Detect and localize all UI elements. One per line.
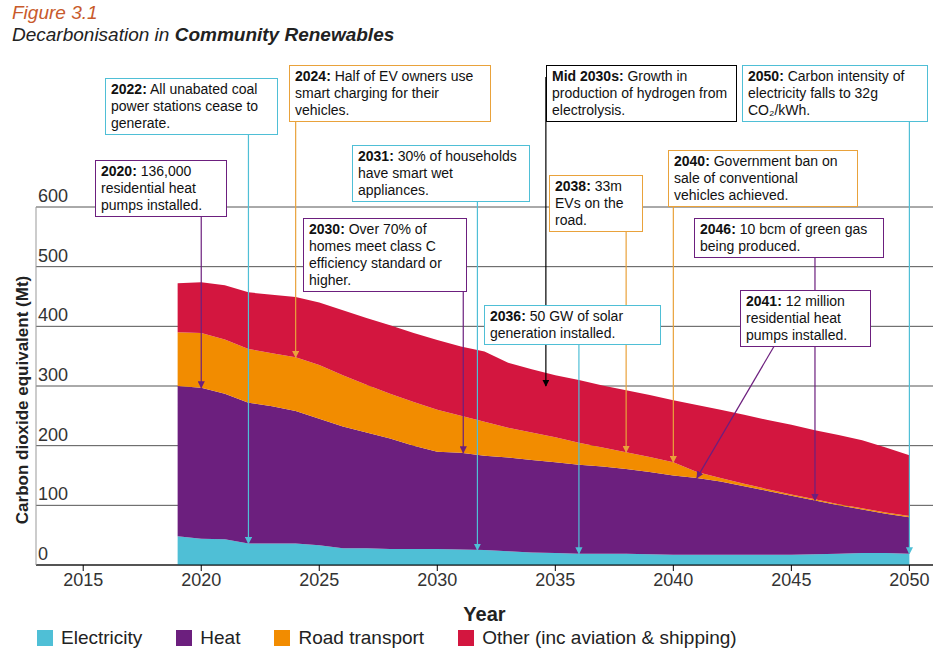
svg-text:100: 100 <box>38 484 68 504</box>
html-text:2036: 50 GW of solar generatio: 2036: 50 GW of solar generation installe… <box>490 308 624 341</box>
svg-text:2050: 2050 <box>889 570 929 590</box>
svg-text:Carbon dioxide equivalent (Mt): Carbon dioxide equivalent (Mt) <box>13 276 32 524</box>
html-text:Other (inc aviation & shipping: Other (inc aviation & shipping) <box>482 627 737 648</box>
html-text:Decarbonisation in Community R: Decarbonisation in Community Renewables <box>12 24 395 45</box>
svg-text:400: 400 <box>38 305 68 325</box>
html-text:Heat: Heat <box>200 627 241 648</box>
svg-text:2030: 2030 <box>417 570 457 590</box>
html-text:Figure 3.1: Figure 3.1 <box>12 2 98 23</box>
svg-text:200: 200 <box>38 425 68 445</box>
html-text:2030: Over 70% of homes meet c: 2030: Over 70% of homes meet class C eff… <box>309 221 442 288</box>
html-text:Mid 2030s: Growth in productio: Mid 2030s: Growth in production of hydro… <box>552 68 728 118</box>
html-text:2022: All unabated coal power: 2022: All unabated coal power stations c… <box>111 81 259 131</box>
html-text:2020: 136,000 residential heat: 2020: 136,000 residential heat pumps ins… <box>101 163 203 213</box>
html-text:2024: Half of EV owners use sm: 2024: Half of EV owners use smart chargi… <box>295 68 474 118</box>
svg-text:300: 300 <box>38 365 68 385</box>
svg-text:2025: 2025 <box>299 570 339 590</box>
svg-text:2035: 2035 <box>535 570 575 590</box>
svg-text:2020: 2020 <box>181 570 221 590</box>
svg-text:500: 500 <box>38 246 68 266</box>
html-text:2031: 30% of households have s: 2031: 30% of households have smart wet a… <box>358 148 517 198</box>
svg-text:600: 600 <box>38 186 68 206</box>
svg-text:0: 0 <box>38 544 48 564</box>
html-text:2046: 10 bcm of green gas bein: 2046: 10 bcm of green gas being produced… <box>700 221 868 254</box>
html-text:2041: 12 million residential h: 2041: 12 million residential heat pumps … <box>746 293 848 343</box>
html-text:2040: Government ban on sale o: 2040: Government ban on sale of conventi… <box>674 153 838 203</box>
svg-text:2040: 2040 <box>653 570 693 590</box>
html-text:Electricity: Electricity <box>61 627 143 648</box>
html-text:Road transport: Road transport <box>298 627 425 648</box>
html-text:2050: Carbon intensity of elec: 2050: Carbon intensity of electricity fa… <box>748 68 905 118</box>
svg-text:2045: 2045 <box>771 570 811 590</box>
svg-text:2015: 2015 <box>63 570 103 590</box>
svg-text:Year: Year <box>463 603 505 625</box>
html-text:2038: 33m EVs on the road.: 2038: 33m EVs on the road. <box>555 178 624 228</box>
